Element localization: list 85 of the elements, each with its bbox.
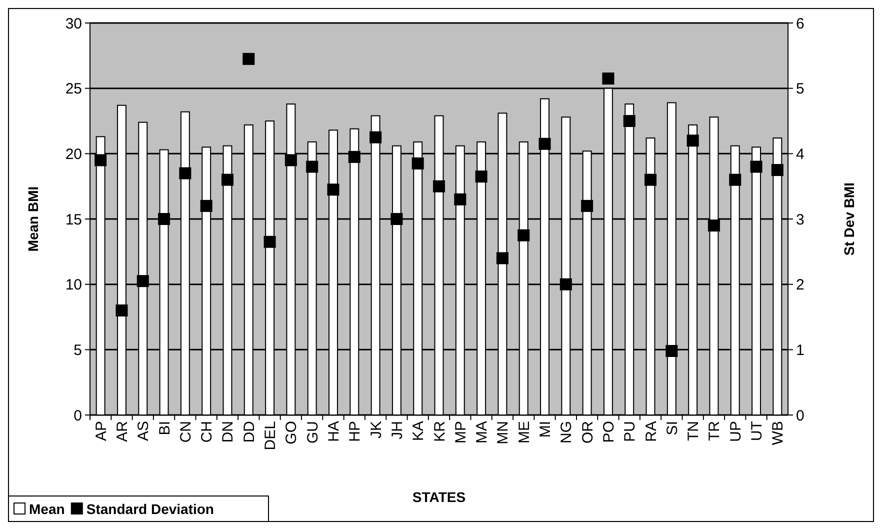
point	[179, 167, 192, 180]
point	[136, 275, 149, 288]
x-tick-label: DN	[220, 421, 237, 443]
point	[644, 174, 657, 186]
point	[771, 164, 784, 176]
point	[412, 157, 424, 170]
x-tick-label: AS	[135, 421, 152, 442]
point	[496, 252, 508, 264]
point	[200, 200, 212, 212]
point	[729, 174, 742, 186]
y-tick-label: 5	[74, 342, 82, 359]
point	[242, 52, 255, 65]
point	[686, 134, 699, 147]
x-tick-label: GO	[283, 421, 300, 444]
legend-label: Mean	[29, 500, 65, 517]
point	[454, 193, 466, 206]
point	[708, 220, 720, 232]
y-tick-label: 0	[74, 407, 82, 424]
point	[221, 174, 234, 186]
y-tick-label: 25	[65, 80, 82, 98]
x-tick-label: HP	[346, 421, 364, 442]
y2-tick-label: 5	[796, 80, 804, 98]
point	[623, 115, 636, 127]
point	[518, 229, 530, 242]
y2-tick-label: 1	[796, 342, 804, 359]
point	[306, 160, 318, 173]
point	[327, 184, 340, 196]
x-tick-label: KA	[410, 421, 428, 442]
x-tick-label: JK	[368, 421, 385, 439]
point	[581, 200, 594, 212]
x-tick-label: TR	[706, 420, 724, 441]
x-tick-label: KR	[431, 420, 448, 442]
point	[433, 180, 445, 192]
point	[560, 278, 572, 290]
point	[390, 213, 403, 225]
y2-tick-label: 0	[796, 407, 804, 424]
x-tick-label: MN	[494, 421, 512, 444]
x-tick-label: GU	[304, 421, 322, 444]
x-tick-label: MP	[452, 421, 470, 444]
x-tick-label: DEL	[262, 421, 280, 450]
x-tick-label: NG	[558, 421, 576, 444]
x-tick-label: AR	[114, 420, 131, 442]
point	[666, 344, 678, 357]
y-tick-label: 10	[65, 276, 82, 294]
x-tick-label: HA	[325, 421, 342, 442]
point	[94, 154, 107, 166]
x-tick-label: PU	[622, 421, 639, 442]
x-tick-label: WB	[770, 421, 787, 446]
x-tick-label: CN	[177, 421, 194, 443]
x-tick-label: CH	[198, 421, 216, 443]
point	[475, 170, 488, 183]
y2-tick-label: 6	[796, 15, 804, 32]
point	[116, 304, 128, 316]
x-axis-title: STATES	[412, 489, 466, 505]
x-tick-label: AP	[92, 421, 110, 442]
x-tick-label: MA	[474, 421, 491, 444]
x-tick-label: SI	[664, 421, 681, 436]
point	[602, 72, 614, 85]
point	[750, 160, 762, 173]
x-tick-label: UP	[727, 421, 744, 442]
y-tick-label: 15	[65, 211, 82, 228]
y2-tick-label: 4	[796, 146, 804, 163]
x-tick-label: MI	[537, 421, 554, 438]
x-tick-label: ME	[516, 421, 533, 444]
point	[348, 150, 360, 163]
y-tick-label: 20	[65, 146, 82, 163]
x-tick-label: JH	[388, 421, 406, 440]
point	[158, 213, 170, 225]
x-tick-label: PO	[600, 421, 618, 443]
x-tick-label: BI	[156, 421, 174, 436]
legend-label: Standard Deviation	[86, 500, 214, 517]
y2-axis-title: St Dev BMI	[841, 182, 857, 256]
y2-tick-label: 3	[796, 211, 804, 228]
x-tick-label: RA	[642, 421, 660, 442]
point	[264, 236, 276, 248]
x-tick-label: UT	[748, 421, 766, 441]
x-tick-label: OR	[579, 420, 596, 444]
y2-tick-label: 2	[796, 276, 804, 294]
y-tick-label: 30	[65, 15, 82, 32]
point	[370, 131, 382, 144]
x-tick-label: TN	[685, 421, 702, 441]
x-tick-label: DD	[240, 420, 258, 443]
point	[284, 154, 297, 166]
point	[538, 138, 551, 150]
y-axis-title: Mean BMI	[25, 186, 41, 252]
